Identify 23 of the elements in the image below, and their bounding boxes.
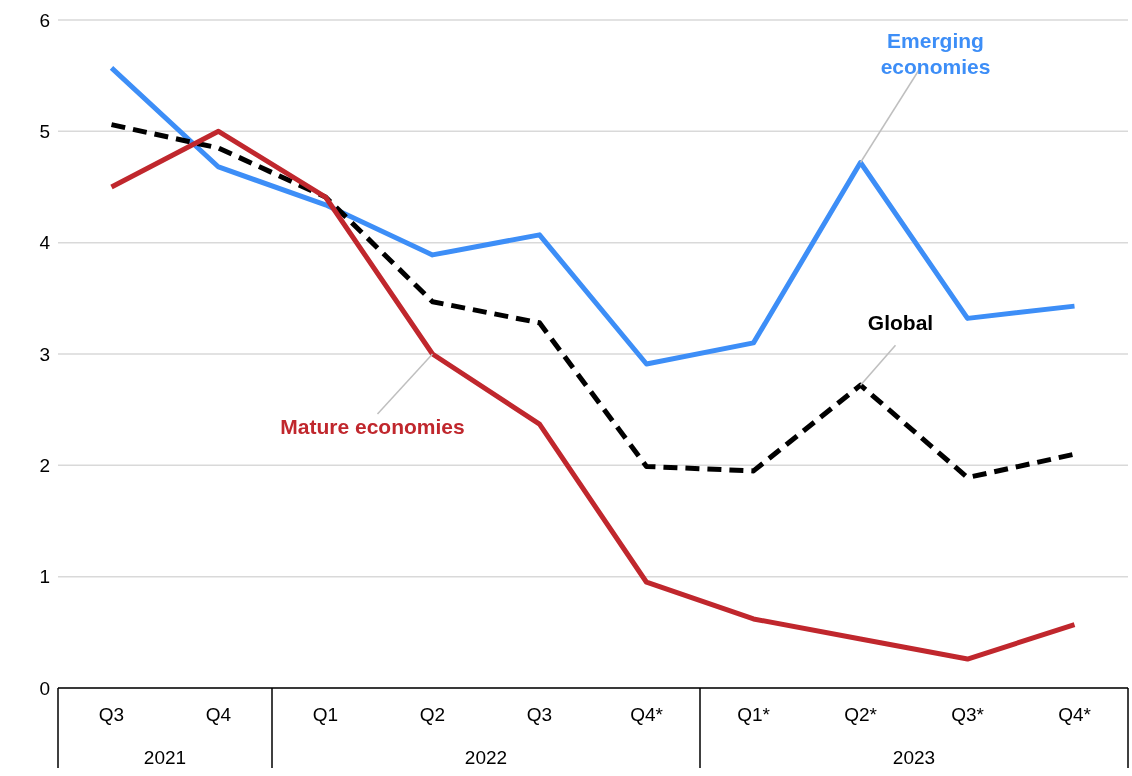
series-label: Mature economies: [280, 415, 465, 438]
x-tick-label: Q2: [419, 704, 446, 726]
y-tick-label: 2: [39, 455, 50, 477]
x-tick-label: Q4*: [1058, 704, 1092, 726]
text: 2022: [464, 747, 508, 768]
y-tick-label: 4: [39, 232, 51, 254]
x-tick-label: Q2*: [844, 704, 878, 726]
y-tick-label: 1: [39, 566, 50, 588]
y-tick-label: 6: [39, 9, 50, 31]
text: 2021: [143, 747, 187, 768]
text: 2023: [892, 747, 936, 768]
x-tick-label: Q3: [98, 704, 125, 726]
text: Emerging economies: [880, 28, 991, 78]
y-tick-label: 3: [39, 343, 50, 365]
x-tick-label: Q4: [205, 704, 232, 726]
x-tick-label: Q3*: [951, 704, 985, 726]
y-tick-label: 5: [39, 121, 50, 143]
x-tick-label: Q1: [312, 704, 339, 726]
y-tick-label: 0: [39, 677, 50, 699]
text: Global: [867, 311, 934, 335]
x-tick-label: Q3: [526, 704, 553, 726]
x-tick-label: Q1*: [737, 704, 771, 726]
x-tick-label: Q4*: [630, 704, 664, 726]
